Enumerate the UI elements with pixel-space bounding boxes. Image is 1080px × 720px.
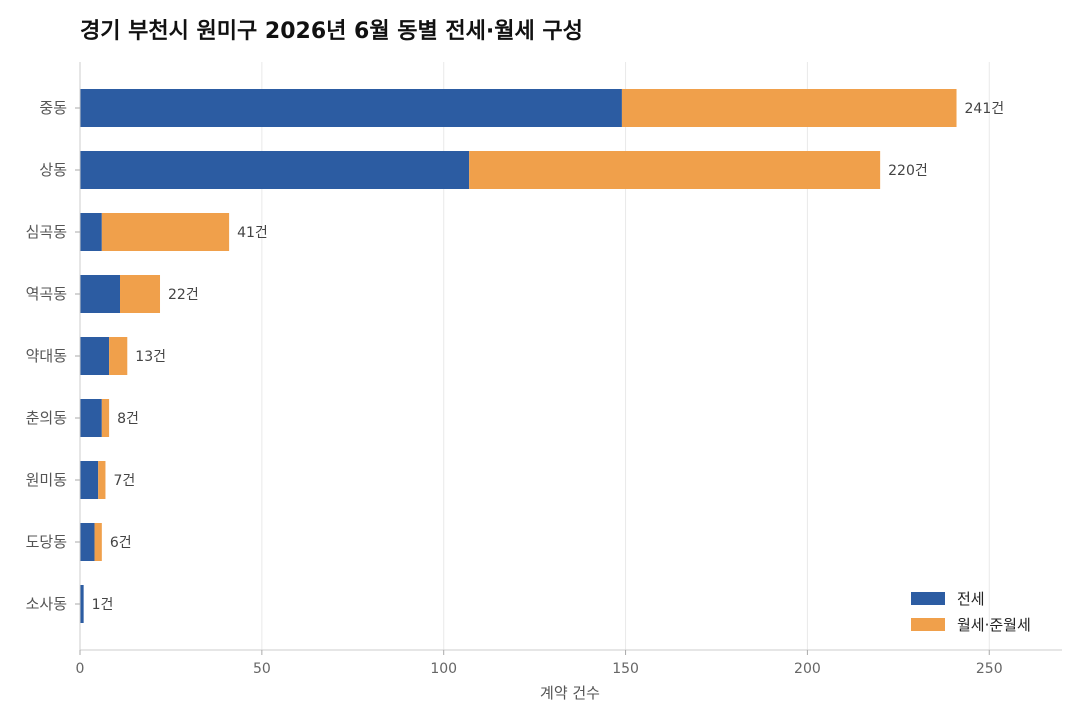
bar-wolse bbox=[101, 399, 110, 437]
y-tick-label: 원미동 bbox=[26, 471, 68, 489]
bars: 241건 220건 41건 22건 13건 8건 7건 6건 1건 bbox=[80, 89, 1004, 623]
total-label: 22건 bbox=[168, 287, 199, 303]
bar-wolse bbox=[94, 523, 102, 561]
legend-swatch-wolse bbox=[911, 618, 945, 631]
x-tick-label: 200 bbox=[794, 661, 821, 677]
legend-swatch-jeonse bbox=[911, 592, 945, 605]
total-label: 13건 bbox=[135, 349, 166, 365]
bar-wolse bbox=[120, 275, 161, 313]
chart-title: 경기 부천시 원미구 2026년 6월 동별 전세·월세 구성 bbox=[80, 19, 583, 44]
total-label: 8건 bbox=[117, 411, 139, 427]
y-tick-label: 중동 bbox=[39, 99, 67, 117]
legend-label-jeonse: 전세 bbox=[957, 590, 985, 608]
x-tick-label: 50 bbox=[253, 661, 271, 677]
y-tick-label: 심곡동 bbox=[26, 223, 68, 241]
y-tick-label: 소사동 bbox=[26, 595, 68, 613]
total-label: 1건 bbox=[92, 597, 114, 613]
y-tick-label: 춘의동 bbox=[26, 409, 68, 427]
x-tick-label: 150 bbox=[612, 661, 639, 677]
grid bbox=[261, 62, 990, 650]
bar-jeonse bbox=[80, 523, 95, 561]
bar-jeonse bbox=[80, 89, 622, 127]
total-label: 6건 bbox=[110, 535, 132, 551]
bar-jeonse bbox=[80, 337, 110, 375]
total-label: 41건 bbox=[237, 225, 268, 241]
x-axis-title: 계약 건수 bbox=[540, 684, 600, 702]
x-tick-label: 0 bbox=[76, 661, 85, 677]
bar-jeonse bbox=[80, 151, 470, 189]
total-label: 220건 bbox=[888, 163, 928, 179]
total-label: 7건 bbox=[113, 473, 135, 489]
x-tick-label: 100 bbox=[430, 661, 457, 677]
bar-wolse bbox=[98, 461, 106, 499]
bar-jeonse bbox=[80, 275, 121, 313]
bar-jeonse bbox=[80, 213, 102, 251]
bar-wolse bbox=[469, 151, 881, 189]
bar-wolse bbox=[621, 89, 957, 127]
y-tick-label: 역곡동 bbox=[26, 285, 68, 303]
bar-wolse bbox=[101, 213, 230, 251]
x-tick-label: 250 bbox=[976, 661, 1003, 677]
total-label: 241건 bbox=[965, 101, 1005, 117]
y-tick-label: 도당동 bbox=[26, 533, 68, 551]
y-tick-label: 약대동 bbox=[26, 347, 68, 365]
y-tick-label: 상동 bbox=[39, 161, 67, 179]
bar-jeonse bbox=[80, 461, 99, 499]
legend-label-wolse: 월세·준월세 bbox=[957, 616, 1031, 634]
bar-wolse bbox=[109, 337, 128, 375]
bar-jeonse bbox=[80, 399, 102, 437]
bar-jeonse bbox=[80, 585, 84, 623]
